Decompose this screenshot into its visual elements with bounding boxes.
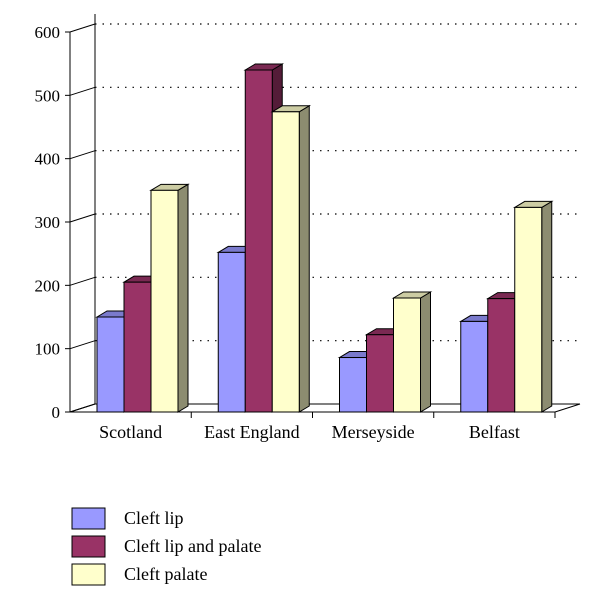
bar <box>217 251 246 413</box>
bars <box>95 63 554 413</box>
y-depth-tick <box>69 23 96 33</box>
legend-label: Cleft lip and palate <box>124 536 261 556</box>
x-category-label: East England <box>204 422 299 442</box>
bar <box>271 111 300 413</box>
bar <box>366 334 394 413</box>
y-depth-tick <box>69 86 96 96</box>
bar <box>339 357 367 413</box>
bar <box>96 316 125 413</box>
bar <box>460 320 489 413</box>
bar <box>123 281 152 413</box>
legend: Cleft lip Cleft lip and palate Cleft palat… <box>71 507 261 586</box>
legend-swatch <box>71 535 106 558</box>
bar <box>487 298 516 413</box>
legend-swatch <box>71 507 106 530</box>
y-tick-label: 300 <box>35 213 61 232</box>
y-depth-tick <box>69 150 96 160</box>
bar-side <box>420 291 431 413</box>
x-axis-categories: Scotland East England Merseyside Belfast <box>99 422 520 442</box>
y-tick-label: 400 <box>35 150 61 169</box>
bar-side <box>541 200 553 413</box>
y-depth-tick <box>69 276 96 286</box>
x-category-label: Scotland <box>99 422 162 442</box>
y-tick-label: 500 <box>35 86 61 105</box>
y-depth-tick <box>69 403 96 413</box>
bar <box>514 206 543 413</box>
legend-label: Cleft palate <box>124 564 207 584</box>
bar-side <box>298 104 310 413</box>
floor-right-edge <box>554 403 581 413</box>
bar-side <box>177 183 189 413</box>
bar <box>393 297 421 413</box>
y-tick-label: 200 <box>35 276 61 295</box>
bar <box>244 69 273 413</box>
x-category-label: Merseyside <box>332 422 415 442</box>
legend-label: Cleft lip <box>124 508 184 528</box>
bar <box>150 189 179 413</box>
y-tick-label: 0 <box>52 403 61 422</box>
y-tick-label: 600 <box>35 23 61 42</box>
y-tick-label: 100 <box>35 340 61 359</box>
y-axis-ticks: 0 100 200 300 400 500 600 <box>35 23 61 422</box>
y-depth-tick <box>69 340 96 350</box>
y-depth-tick <box>69 213 96 223</box>
x-category-label: Belfast <box>469 422 520 442</box>
legend-swatch <box>71 563 106 586</box>
